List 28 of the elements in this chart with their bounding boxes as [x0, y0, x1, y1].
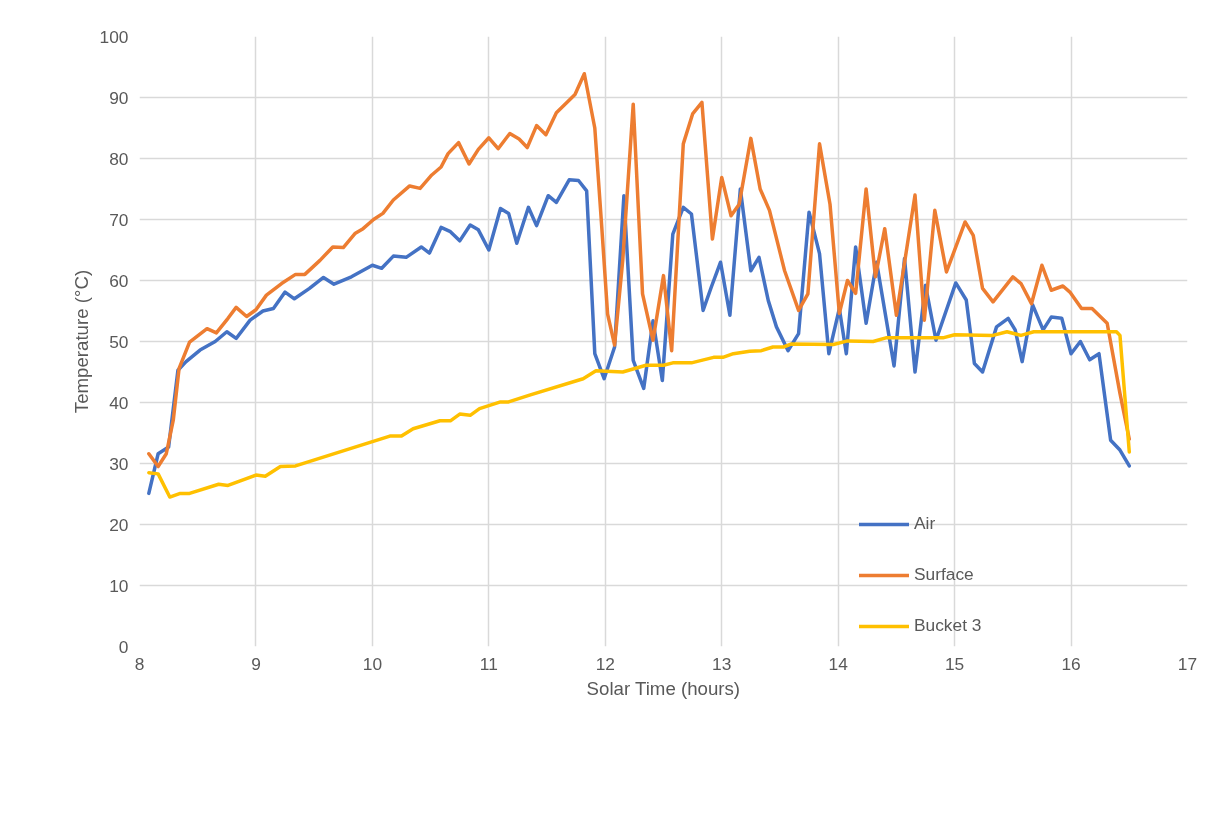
y-tick-label: 30: [109, 453, 129, 474]
x-tick-label: 16: [1061, 653, 1081, 674]
y-tick-label: 10: [109, 575, 129, 596]
x-tick-label: 8: [134, 653, 145, 674]
y-tick-label: 100: [99, 26, 129, 47]
legend-label: Air: [914, 513, 936, 534]
line-series: [147, 329, 1132, 499]
y-tick-label: 0: [118, 636, 129, 657]
x-tick-label: 11: [479, 653, 498, 674]
y-tick-label: 70: [109, 209, 129, 230]
x-tick-label: 15: [944, 653, 965, 674]
y-tick-label: 60: [109, 270, 129, 291]
x-axis-title: Solar Time (hours): [586, 677, 741, 699]
y-axis-title: Temperature (°C): [70, 269, 92, 414]
x-tick-label: 14: [828, 653, 849, 674]
legend-label: Bucket 3: [914, 615, 982, 636]
x-tick-label: 9: [251, 653, 261, 674]
legend-label: Surface: [914, 564, 974, 585]
x-tick-label: 17: [1177, 653, 1198, 674]
line-series: [147, 71, 1132, 469]
x-tick-label: 12: [595, 653, 615, 674]
y-tick-label: 40: [109, 392, 129, 413]
x-tick-label: 13: [712, 653, 732, 674]
y-tick-label: 80: [109, 148, 129, 169]
y-tick-label: 50: [109, 331, 129, 352]
y-tick-label: 20: [109, 514, 129, 535]
y-tick-label: 90: [109, 87, 129, 108]
x-tick-label: 10: [362, 653, 383, 674]
